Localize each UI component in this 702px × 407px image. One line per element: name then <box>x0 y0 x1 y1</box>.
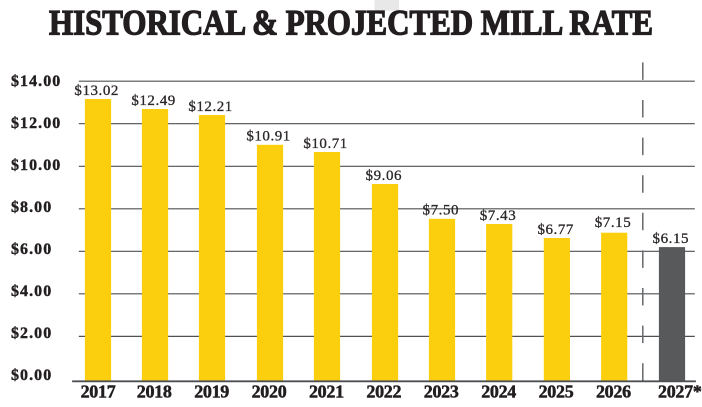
svg-text:2026: 2026 <box>596 382 631 402</box>
svg-text:$2.00: $2.00 <box>11 325 52 342</box>
svg-text:2027*: 2027* <box>658 382 702 402</box>
svg-text:$12.49: $12.49 <box>131 93 176 109</box>
svg-text:$8.00: $8.00 <box>11 199 52 216</box>
svg-text:$6.00: $6.00 <box>11 241 52 258</box>
svg-text:$12.00: $12.00 <box>11 115 61 132</box>
svg-text:$0.00: $0.00 <box>11 367 52 384</box>
svg-text:2020: 2020 <box>252 382 287 402</box>
svg-text:HISTORICAL & PROJECTED MILL RA: HISTORICAL & PROJECTED MILL RATE <box>49 3 653 43</box>
svg-text:2024: 2024 <box>481 382 516 402</box>
svg-text:2022: 2022 <box>366 382 401 402</box>
svg-text:$7.15: $7.15 <box>595 215 632 231</box>
svg-text:$12.21: $12.21 <box>188 99 233 115</box>
svg-text:$10.71: $10.71 <box>303 136 348 152</box>
svg-text:$6.15: $6.15 <box>653 231 690 247</box>
svg-text:$6.77: $6.77 <box>537 222 574 238</box>
svg-text:$7.50: $7.50 <box>423 203 460 219</box>
svg-text:$14.00: $14.00 <box>11 73 61 90</box>
svg-text:2021: 2021 <box>309 382 344 402</box>
svg-text:2017: 2017 <box>81 382 116 402</box>
svg-text:$10.00: $10.00 <box>11 157 61 174</box>
svg-text:$10.91: $10.91 <box>246 129 291 145</box>
svg-text:2019: 2019 <box>194 382 229 402</box>
svg-text:$13.02: $13.02 <box>74 83 119 99</box>
svg-text:$9.06: $9.06 <box>366 168 403 184</box>
svg-text:2023: 2023 <box>424 382 459 402</box>
svg-text:2018: 2018 <box>137 382 172 402</box>
svg-text:$4.00: $4.00 <box>11 283 52 300</box>
svg-text:$7.43: $7.43 <box>480 208 517 224</box>
svg-text:2025: 2025 <box>539 382 574 402</box>
